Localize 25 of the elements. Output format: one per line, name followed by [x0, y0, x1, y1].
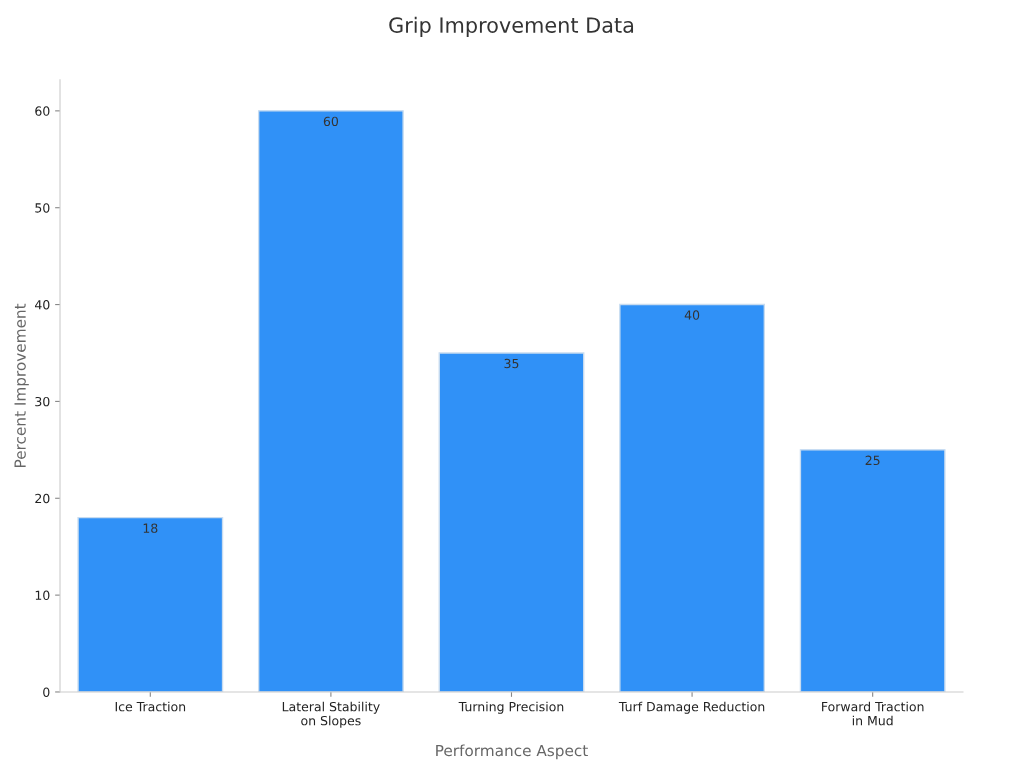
- y-tick-label: 50: [35, 203, 50, 213]
- bar: [77, 516, 224, 692]
- bar: [257, 110, 404, 692]
- y-tick-label: 10: [35, 590, 50, 601]
- y-tick-label: 40: [34, 300, 50, 310]
- x-tick-label: Ice Traction: [115, 701, 186, 712]
- y-tick-label: 30: [35, 396, 50, 407]
- data-label: 18: [143, 523, 158, 533]
- y-axis-title: Percent Improvement: [14, 303, 29, 467]
- x-tick-label: Turning Precision: [458, 701, 564, 714]
- bar: [799, 449, 946, 692]
- x-tick-label: Forward Traction in Mud: [822, 701, 924, 726]
- data-label: 40: [684, 310, 700, 320]
- chart-title: Grip Improvement Data: [389, 16, 634, 37]
- y-tick-label: 0: [43, 687, 50, 697]
- data-label: 35: [504, 358, 519, 369]
- y-tick-label: 20: [35, 493, 50, 504]
- x-tick-label: Turf Damage Reduction: [618, 701, 765, 714]
- bar: [438, 352, 585, 692]
- x-tick-label: Lateral Stability on Slopes: [282, 701, 380, 728]
- y-tick-label: 60: [35, 106, 50, 116]
- data-label: 60: [323, 116, 339, 127]
- data-label: 25: [865, 455, 880, 466]
- x-axis-title: Performance Aspect: [436, 744, 588, 760]
- bar: [619, 303, 766, 692]
